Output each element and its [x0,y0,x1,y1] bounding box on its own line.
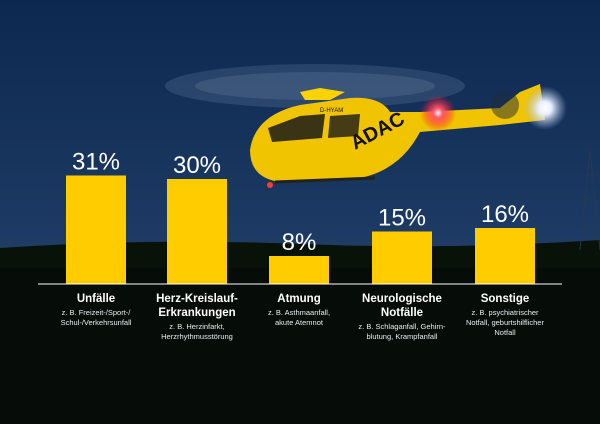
category-subtitle: z. B. Herzinfarkt, Herzrhythmusstörung [161,322,233,341]
category-title: Sonstige [480,293,530,305]
category-label-sonstige: Sonstige z. B. psychiatrischer Notfall, … [445,292,565,338]
value-label-unfaelle: 31% [72,149,120,176]
value-label-herz-kreislauf: 30% [173,152,221,179]
category-label-neurologische-notfaelle: Neurologische Notfälle z. B. Schlaganfal… [342,292,462,342]
bar-unfaelle [66,175,126,284]
value-label-neurologische-notfaelle: 15% [378,205,426,232]
bar-herz-kreislauf [167,179,227,284]
category-label-unfaelle: Unfälle z. B. Freizeit-/Sport-/ Schul-/V… [36,292,156,328]
category-subtitle: z. B. psychiatrischer Notfall, geburtshi… [466,308,544,337]
category-subtitle: z. B. Freizeit-/Sport-/ Schul-/Verkehrsu… [60,308,132,327]
helicopter-registration: D-HYAM [320,108,343,114]
bar-atmung [269,256,329,284]
helicopter: ADAC D-HYAM [250,84,545,184]
category-title: Atmung [277,293,321,305]
category-label-atmung: Atmung z. B. Asthmaanfall, akute Atemnot [239,292,359,328]
value-label-sonstige: 16% [481,201,529,228]
value-label-atmung: 8% [282,229,317,256]
category-label-herz-kreislauf: Herz-Kreislauf- Erkrankungen z. B. Herzi… [137,292,257,342]
category-subtitle: z. B. Schlaganfall, Gehirn- blutung, Kra… [358,322,446,341]
category-title: Unfälle [76,293,116,305]
bar-neurologische-notfaelle [372,231,432,284]
bar-sonstige [475,228,535,284]
category-title: Neurologische Notfälle [362,293,442,319]
category-subtitle: z. B. Asthmaanfall, akute Atemnot [267,308,331,327]
category-title: Herz-Kreislauf- Erkrankungen [156,293,238,319]
